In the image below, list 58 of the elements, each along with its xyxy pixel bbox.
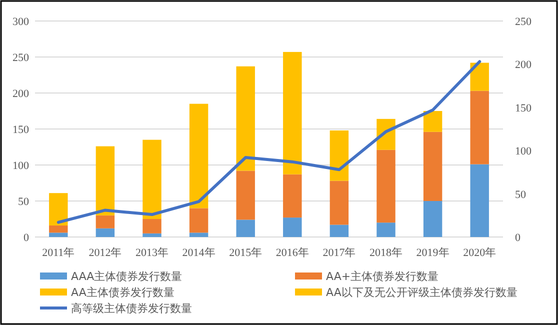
- y2-tick-label: 0: [515, 232, 521, 244]
- bar: [49, 232, 68, 237]
- x-tick-label: 2015年: [229, 247, 262, 259]
- bar: [330, 130, 349, 181]
- bar: [236, 66, 255, 171]
- bar: [470, 90, 489, 164]
- bar: [283, 174, 302, 218]
- bar: [96, 215, 115, 228]
- bar: [470, 62, 489, 91]
- line-series: [56, 60, 482, 224]
- bar: [142, 233, 162, 237]
- y2-tick-label: 150: [515, 102, 532, 114]
- y2-tick-label: 200: [515, 59, 532, 72]
- bar: [330, 224, 349, 237]
- y-tick-label: 300: [12, 16, 30, 28]
- legend-label: AAA主体债券发行数量: [71, 270, 182, 283]
- bar: [470, 164, 489, 237]
- bar: [423, 111, 442, 132]
- y2-tick-label: 100: [515, 146, 532, 158]
- x-tick-label: 2014年: [182, 247, 216, 259]
- bar: [423, 201, 442, 237]
- y2-tick-label: 50: [515, 188, 526, 201]
- x-tick-label: 2016年: [276, 247, 309, 259]
- bar: [236, 220, 255, 237]
- legend-label: 高等级主体债券发行数量: [71, 302, 192, 315]
- legend-label: AA主体债券发行数量: [71, 286, 174, 299]
- y-tick-label: 150: [12, 124, 30, 136]
- bar: [376, 222, 396, 237]
- bar: [189, 232, 208, 237]
- y-tick-label: 50: [18, 196, 30, 208]
- bar: [142, 219, 162, 234]
- bar: [283, 52, 302, 174]
- bar: [96, 228, 115, 237]
- x-tick-label: 2011年: [42, 247, 75, 259]
- x-tick-label: 2020年: [463, 247, 496, 259]
- bar: [376, 150, 396, 223]
- bar: [49, 225, 68, 233]
- y-tick-label: 250: [12, 52, 30, 64]
- bar: [96, 146, 115, 216]
- x-tick-label: 2018年: [370, 247, 402, 259]
- bar: [189, 208, 208, 233]
- legend-label: AA+主体债券发行数量: [326, 270, 439, 283]
- x-tick-label: 2013年: [136, 247, 168, 259]
- bar: [49, 193, 68, 226]
- bar: [423, 132, 442, 201]
- y-tick-label: 200: [12, 88, 30, 100]
- y-tick-label: 100: [12, 160, 30, 172]
- x-tick-label: 2017年: [322, 247, 356, 259]
- bar: [142, 140, 162, 219]
- x-tick-label: 2019年: [416, 247, 450, 259]
- y-tick-label: 0: [24, 232, 30, 244]
- x-tick-label: 2012年: [88, 247, 122, 259]
- bar: [330, 180, 349, 225]
- y2-tick-label: 250: [515, 16, 532, 28]
- bar: [189, 104, 208, 208]
- bar: [283, 218, 302, 237]
- bar: [236, 170, 255, 220]
- legend-label: AA以下及无公开评级主体债券发行数量: [326, 286, 518, 299]
